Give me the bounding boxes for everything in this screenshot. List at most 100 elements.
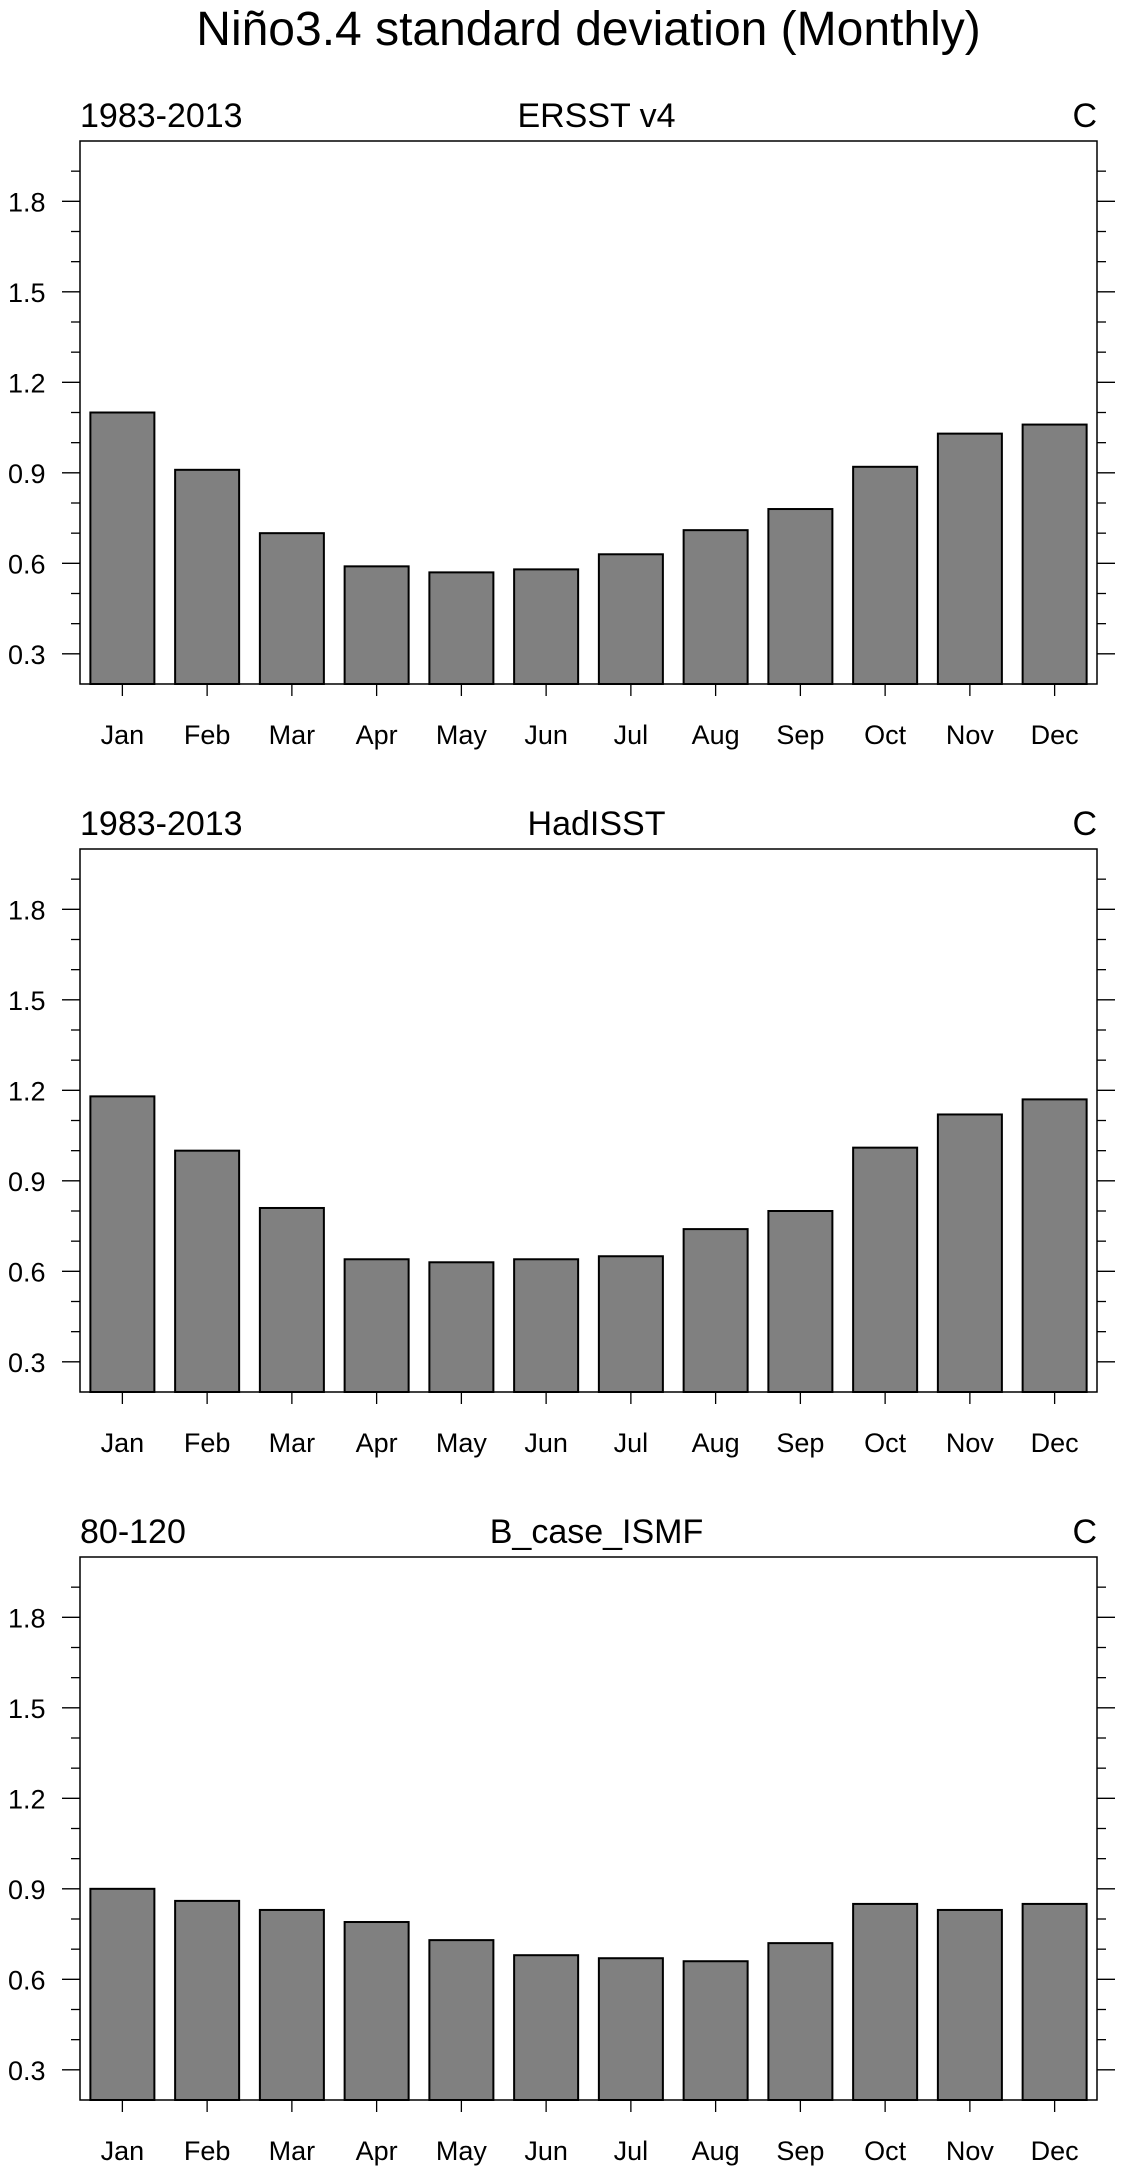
x-tick-label-may: May	[436, 720, 488, 750]
bar-sep	[767, 1210, 834, 1393]
panel-left-label: 1983-2013	[80, 97, 243, 135]
y-tick-label: 1.5	[8, 986, 46, 1016]
x-tick-label-jun: Jun	[524, 2136, 568, 2166]
y-tick-label: 0.3	[8, 1348, 46, 1378]
bar-jun	[513, 1954, 580, 2101]
y-tick-label: 1.8	[8, 187, 46, 217]
x-tick-label-apr: Apr	[356, 720, 398, 750]
x-tick-label-sep: Sep	[776, 1428, 824, 1458]
bar-mar	[258, 1908, 325, 2101]
bar-jul	[597, 1957, 664, 2101]
panel-right-label: C	[1072, 97, 1097, 135]
panel-right-label: C	[1072, 1513, 1097, 1551]
bar-jun	[513, 568, 580, 685]
bar-apr	[343, 1921, 410, 2102]
y-tick-label: 1.2	[8, 1076, 46, 1106]
bar-may	[428, 1939, 495, 2101]
bar-jul	[597, 553, 664, 686]
x-tick-label-jul: Jul	[614, 2136, 649, 2166]
x-tick-label-nov: Nov	[946, 2136, 995, 2166]
x-tick-label-jul: Jul	[614, 1428, 649, 1458]
x-tick-label-mar: Mar	[269, 1428, 316, 1458]
bar-nov	[936, 432, 1003, 685]
bar-aug	[682, 1960, 749, 2101]
bar-nov	[936, 1113, 1003, 1393]
x-tick-label-mar: Mar	[269, 2136, 316, 2166]
panel-left-label: 80-120	[80, 1513, 186, 1551]
figure-title: Niño3.4 standard deviation (Monthly)	[196, 3, 981, 56]
x-tick-label-feb: Feb	[184, 1428, 231, 1458]
panel-right-label: C	[1072, 805, 1097, 843]
y-tick-label: 0.6	[8, 549, 46, 579]
bar-dec	[1021, 1098, 1088, 1393]
x-tick-label-dec: Dec	[1031, 1428, 1079, 1458]
x-tick-label-jun: Jun	[524, 720, 568, 750]
bar-feb	[174, 468, 241, 685]
y-tick-label: 0.3	[8, 640, 46, 670]
bar-apr	[343, 565, 410, 685]
x-tick-label-mar: Mar	[269, 720, 316, 750]
chart-panel-3: 80-120 B_case_ISMF C 0.3 0.6 0.9 1.2 1.5 1.8 Jan F…	[8, 1513, 1115, 2166]
bar-aug	[682, 529, 749, 686]
bar-mar	[258, 532, 325, 685]
x-tick-label-dec: Dec	[1031, 720, 1079, 750]
bar-apr	[343, 1258, 410, 1394]
bar-nov	[936, 1908, 1003, 2101]
bar-dec	[1021, 423, 1088, 685]
x-tick-label-nov: Nov	[946, 1428, 995, 1458]
panel-title: HadISST	[528, 805, 666, 843]
bar-sep	[767, 1942, 834, 2101]
bar-dec	[1021, 1902, 1088, 2102]
bar-sep	[767, 508, 834, 685]
x-tick-label-jun: Jun	[524, 1428, 568, 1458]
x-tick-label-aug: Aug	[692, 1428, 740, 1458]
bar-jan	[89, 1095, 156, 1393]
chart-panel-1: 1983-2013 ERSST v4 C 0.3 0.6 0.9 1.2 1.5 1.8 Jan F…	[8, 97, 1115, 750]
bar-oct	[852, 465, 919, 685]
panel-title: ERSST v4	[517, 97, 675, 135]
x-tick-label-feb: Feb	[184, 720, 231, 750]
bar-may	[428, 571, 495, 686]
x-tick-label-apr: Apr	[356, 2136, 398, 2166]
y-tick-label: 0.6	[8, 1965, 46, 1995]
bar-mar	[258, 1206, 325, 1393]
x-tick-label-aug: Aug	[692, 720, 740, 750]
x-tick-label-nov: Nov	[946, 720, 995, 750]
x-tick-label-oct: Oct	[864, 2136, 907, 2166]
bar-feb	[174, 1149, 241, 1394]
bar-oct	[852, 1146, 919, 1394]
x-tick-label-may: May	[436, 1428, 488, 1458]
bar-may	[428, 1261, 495, 1394]
y-tick-label: 1.5	[8, 1694, 46, 1724]
panel-title: B_case_ISMF	[490, 1513, 704, 1551]
y-tick-label: 0.9	[8, 459, 46, 489]
y-tick-label: 0.9	[8, 1875, 46, 1905]
x-tick-label-jan: Jan	[101, 2136, 145, 2166]
bar-jun	[513, 1258, 580, 1394]
y-tick-label: 1.2	[8, 368, 46, 398]
panel-left-label: 1983-2013	[80, 805, 243, 843]
bar-aug	[682, 1228, 749, 1393]
y-tick-label: 1.8	[8, 895, 46, 925]
bar-jan	[89, 411, 156, 685]
x-tick-label-dec: Dec	[1031, 2136, 1079, 2166]
bar-feb	[174, 1899, 241, 2102]
y-tick-label: 1.5	[8, 278, 46, 308]
y-tick-label: 1.2	[8, 1784, 46, 1814]
y-tick-label: 0.9	[8, 1167, 46, 1197]
x-tick-label-oct: Oct	[864, 720, 907, 750]
x-tick-label-sep: Sep	[776, 2136, 824, 2166]
x-tick-label-feb: Feb	[184, 2136, 231, 2166]
bar-jul	[597, 1255, 664, 1393]
x-tick-label-sep: Sep	[776, 720, 824, 750]
x-tick-label-jan: Jan	[101, 720, 145, 750]
bar-oct	[852, 1902, 919, 2102]
y-tick-label: 1.8	[8, 1603, 46, 1633]
bar-jan	[89, 1887, 156, 2101]
x-tick-label-may: May	[436, 2136, 488, 2166]
x-tick-label-oct: Oct	[864, 1428, 907, 1458]
x-tick-label-jul: Jul	[614, 720, 649, 750]
x-tick-label-apr: Apr	[356, 1428, 398, 1458]
